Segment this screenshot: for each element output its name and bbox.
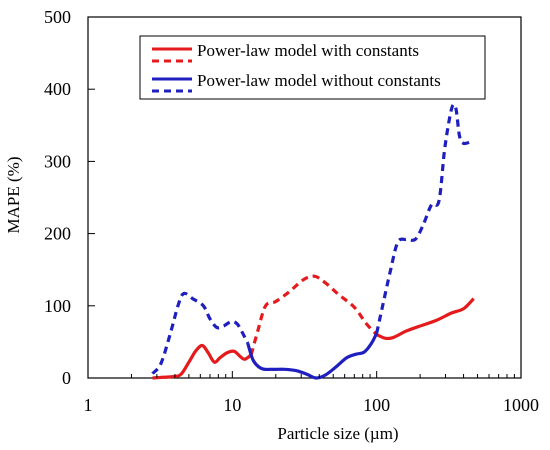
series-line-red-solid-0 <box>152 343 253 380</box>
legend-box <box>139 35 486 100</box>
plot-frame <box>87 16 522 379</box>
x-tick-label: 1 <box>84 395 93 415</box>
x-axis-label: Particle size (µm) <box>277 424 398 443</box>
y-tick-label: 400 <box>44 79 71 99</box>
x-tick-label: 1000 <box>503 395 539 415</box>
series-line-red-dashed-1 <box>249 274 378 356</box>
y-tick-label: 500 <box>44 7 71 27</box>
y-tick-label: 0 <box>62 368 71 388</box>
series-line-blue-solid-4 <box>246 332 379 380</box>
series-line-red-solid-2 <box>376 297 475 341</box>
series-line-blue-dashed-3 <box>151 291 250 375</box>
legend-label: Power-law model without constants <box>197 71 441 90</box>
axes <box>87 16 522 379</box>
series-line-blue-dashed-5 <box>375 102 473 334</box>
ticks: 1 10 100 1000 0 100 200 300 400 500 <box>44 7 539 415</box>
series-layer <box>151 102 475 380</box>
x-tick-label: 10 <box>223 395 241 415</box>
y-tick-label: 300 <box>44 151 71 171</box>
legend-label: Power-law model with constants <box>197 41 419 60</box>
x-tick-label: 100 <box>363 395 390 415</box>
legend: Power-law model with constants Power-law … <box>139 35 486 100</box>
y-tick-label: 200 <box>44 224 71 244</box>
y-axis-label: MAPE (%) <box>4 157 23 234</box>
y-tick-label: 100 <box>44 296 71 316</box>
